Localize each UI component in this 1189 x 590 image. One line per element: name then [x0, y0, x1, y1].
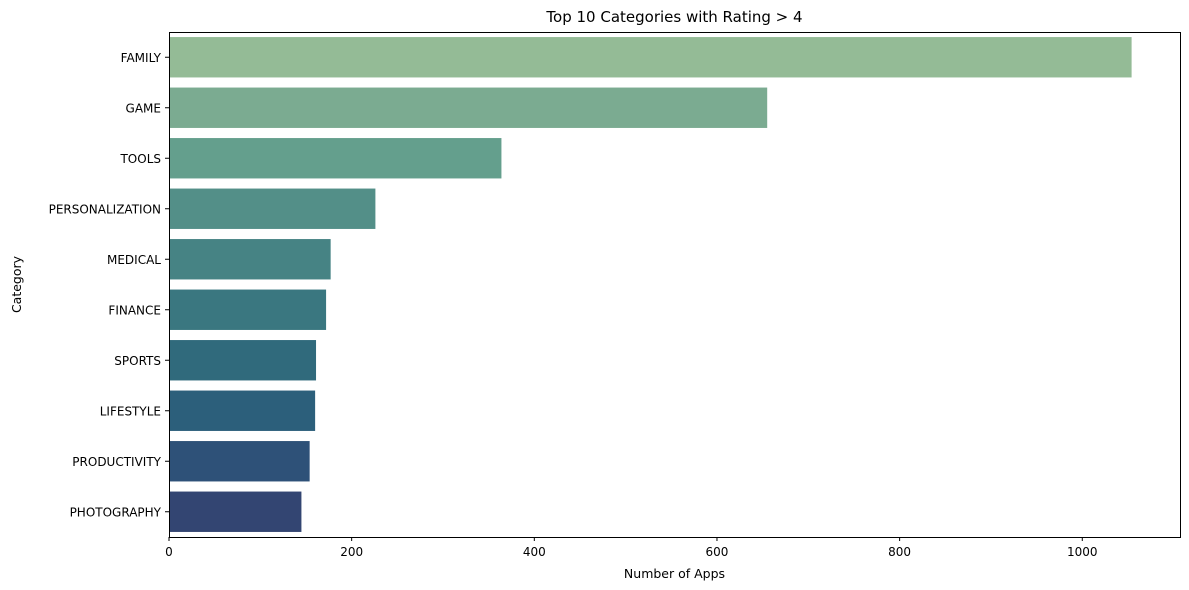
- y-tick-label-family: FAMILY: [121, 51, 162, 65]
- x-axis-label: Number of Apps: [624, 566, 725, 581]
- y-tick-label-lifestyle: LIFESTYLE: [100, 404, 161, 418]
- y-tick-label-tools: TOOLS: [119, 152, 161, 166]
- bar-family: [169, 37, 1132, 78]
- y-tick-label-sports: SPORTS: [114, 354, 161, 368]
- bar-personalization: [169, 188, 376, 229]
- y-tick-label-medical: MEDICAL: [107, 253, 161, 267]
- bar-game: [169, 87, 768, 128]
- x-axis-ticks: 0 200 400 600 800 1000: [165, 537, 1098, 559]
- x-tick-label-1000: 1000: [1067, 545, 1098, 559]
- x-tick-label-600: 600: [706, 545, 729, 559]
- bar-photography: [169, 491, 302, 532]
- bar-lifestyle: [169, 390, 316, 431]
- y-tick-label-game: GAME: [126, 101, 161, 115]
- bar-productivity: [169, 441, 310, 482]
- bar-tools: [169, 138, 502, 179]
- plot-frame: [169, 32, 1181, 538]
- bar-medical: [169, 239, 331, 280]
- x-tick-label-0: 0: [165, 545, 173, 559]
- y-tick-label-photography: PHOTOGRAPHY: [70, 505, 162, 519]
- y-axis-ticks: FAMILY GAME TOOLS PERSONALIZATION MEDICAL FIN…: [49, 51, 169, 519]
- x-tick-label-200: 200: [340, 545, 363, 559]
- bars-group: [169, 37, 1132, 532]
- y-tick-label-productivity: PRODUCTIVITY: [72, 455, 161, 469]
- x-tick-label-800: 800: [888, 545, 911, 559]
- y-tick-label-personalization: PERSONALIZATION: [49, 202, 161, 216]
- bar-sports: [169, 340, 317, 381]
- y-axis-label: Category: [9, 255, 24, 313]
- chart-title: Top 10 Categories with Rating > 4: [545, 8, 802, 26]
- bar-finance: [169, 289, 327, 330]
- x-tick-label-400: 400: [523, 545, 546, 559]
- y-tick-label-finance: FINANCE: [108, 303, 161, 317]
